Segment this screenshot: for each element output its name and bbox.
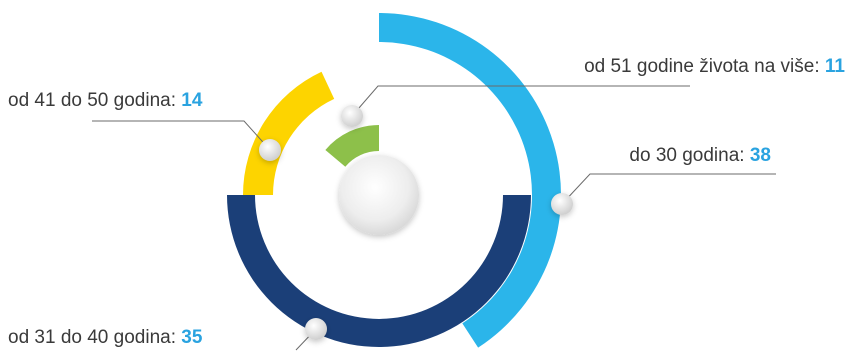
knob-over-51	[341, 105, 363, 127]
arc-41-50	[243, 71, 335, 195]
leader-over-51	[351, 85, 690, 117]
arc-over-51	[325, 125, 379, 167]
leader-41-50	[92, 120, 271, 151]
arc-under-30	[379, 13, 561, 348]
label-31-40-text: od 31 do 40 godina:	[8, 327, 182, 348]
knob-under-30	[551, 193, 573, 215]
label-31-40: od 31 do 40 godina: 35	[8, 327, 202, 349]
label-41-50-value: 14	[181, 90, 203, 111]
knob-31-40	[305, 318, 327, 340]
label-under-30-value: 38	[749, 145, 771, 166]
arc-31-40	[227, 195, 531, 347]
label-over-51-value: 11	[824, 56, 845, 77]
center-disc	[339, 155, 419, 235]
label-over-51-text: od 51 godine života na više:	[584, 56, 825, 77]
label-under-30-text: do 30 godina:	[629, 145, 750, 166]
label-under-30: do 30 godina: 38	[629, 145, 771, 167]
label-31-40-value: 35	[181, 327, 203, 348]
label-41-50: od 41 do 50 godina: 14	[8, 90, 202, 112]
knob-41-50	[259, 139, 281, 161]
label-41-50-text: od 41 do 50 godina:	[8, 90, 182, 111]
label-over-51: od 51 godine života na više: 11	[584, 56, 845, 78]
leader-under-30	[561, 173, 776, 205]
